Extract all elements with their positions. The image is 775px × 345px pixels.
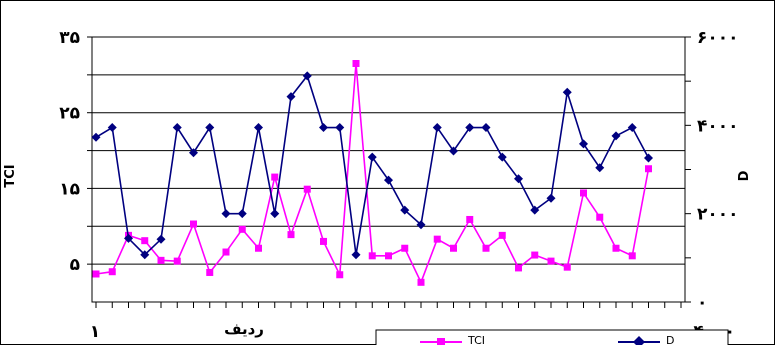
data-point-d bbox=[611, 131, 621, 141]
legend-marker-tci bbox=[437, 338, 445, 345]
data-point-tci bbox=[206, 268, 214, 276]
y-left-tick-label: ۳۵ bbox=[59, 28, 80, 48]
data-point-d bbox=[172, 123, 182, 133]
legend-label-tci: TCI bbox=[467, 334, 485, 345]
data-point-tci bbox=[580, 189, 587, 197]
data-point-d bbox=[140, 250, 150, 260]
y-left-tick-label: ۲۵ bbox=[59, 104, 80, 124]
data-point-d bbox=[319, 123, 328, 133]
data-point-d bbox=[205, 123, 215, 133]
y-right-axis-title: D bbox=[737, 170, 752, 181]
data-point-tci bbox=[466, 215, 474, 223]
legend-marker-d bbox=[633, 336, 645, 345]
data-point-d bbox=[107, 123, 117, 133]
data-point-d bbox=[432, 123, 442, 133]
data-point-d bbox=[302, 71, 312, 81]
data-point-tci bbox=[222, 248, 230, 256]
data-point-tci bbox=[303, 185, 311, 193]
data-point-d bbox=[189, 148, 198, 158]
data-point-tci bbox=[612, 244, 620, 252]
series-layer bbox=[91, 60, 653, 286]
data-point-d bbox=[627, 123, 637, 133]
data-point-tci bbox=[336, 271, 344, 279]
data-point-d bbox=[237, 209, 247, 219]
y-right-tick-label: ۴۰۰۰ bbox=[697, 116, 739, 136]
y-left-tick-label: ۱۵ bbox=[59, 179, 80, 199]
legend-label-d: D bbox=[666, 334, 674, 345]
data-point-d bbox=[221, 209, 231, 219]
data-point-d bbox=[644, 153, 653, 163]
data-point-d bbox=[497, 152, 507, 162]
data-point-tci bbox=[108, 268, 116, 276]
data-point-d bbox=[465, 123, 475, 133]
data-point-tci bbox=[320, 237, 327, 245]
data-point-d bbox=[595, 163, 605, 173]
data-point-d bbox=[254, 123, 263, 133]
data-point-d bbox=[351, 250, 361, 260]
left-y-axis: ۵ ۱۵ ۲۵ ۳۵ bbox=[59, 28, 92, 275]
data-point-d bbox=[384, 175, 393, 185]
y-right-tick-label: ۶۰۰۰ bbox=[697, 28, 739, 48]
data-point-d bbox=[400, 205, 410, 215]
y-right-tick-label: ۲۰۰۰ bbox=[697, 205, 739, 225]
x-tick-label: ۱ bbox=[90, 322, 100, 342]
data-point-tci bbox=[352, 60, 360, 67]
data-point-tci bbox=[515, 264, 522, 272]
data-point-tci bbox=[450, 244, 457, 252]
y-right-tick-label: ۰ bbox=[697, 293, 707, 313]
data-point-d bbox=[514, 174, 523, 184]
data-point-tci bbox=[547, 257, 555, 265]
data-point-d bbox=[449, 146, 458, 156]
data-point-tci bbox=[433, 235, 441, 243]
data-point-tci bbox=[563, 263, 571, 271]
data-point-d bbox=[367, 152, 377, 162]
data-point-tci bbox=[238, 225, 246, 233]
data-point-tci bbox=[645, 165, 652, 173]
data-point-tci bbox=[287, 231, 295, 239]
data-point-d bbox=[156, 234, 166, 244]
data-point-d bbox=[91, 132, 101, 142]
data-point-d bbox=[124, 233, 133, 243]
data-point-tci bbox=[271, 173, 279, 181]
data-point-tci bbox=[190, 220, 197, 228]
x-axis bbox=[95, 302, 682, 308]
data-point-tci bbox=[531, 251, 539, 259]
data-point-tci bbox=[385, 252, 392, 260]
data-point-tci bbox=[482, 244, 490, 252]
data-point-tci bbox=[255, 244, 262, 252]
data-point-d bbox=[546, 193, 556, 203]
legend: TCI D bbox=[375, 329, 729, 345]
right-y-axis: ۰ ۲۰۰۰ ۴۰۰۰ ۶۰۰۰ bbox=[685, 28, 739, 313]
data-point-d bbox=[579, 139, 588, 149]
x-axis-title: ردیف bbox=[224, 320, 264, 338]
data-point-tci bbox=[157, 256, 165, 264]
data-point-tci bbox=[498, 231, 506, 239]
y-left-tick-label: ۵ bbox=[70, 255, 80, 275]
data-point-tci bbox=[596, 213, 604, 221]
data-point-d bbox=[286, 92, 296, 102]
data-point-tci bbox=[401, 244, 409, 252]
data-point-d bbox=[562, 87, 572, 97]
data-point-tci bbox=[628, 252, 636, 260]
data-point-tci bbox=[368, 252, 376, 260]
data-point-d bbox=[530, 205, 540, 215]
data-point-d bbox=[416, 220, 426, 230]
data-point-tci bbox=[141, 237, 149, 245]
data-point-tci bbox=[173, 257, 181, 265]
data-point-d bbox=[481, 123, 491, 133]
y-left-axis-title: TCI bbox=[3, 164, 18, 187]
data-point-tci bbox=[417, 278, 425, 286]
data-point-d bbox=[270, 209, 280, 219]
data-point-tci bbox=[92, 270, 100, 278]
data-point-d bbox=[335, 123, 345, 133]
